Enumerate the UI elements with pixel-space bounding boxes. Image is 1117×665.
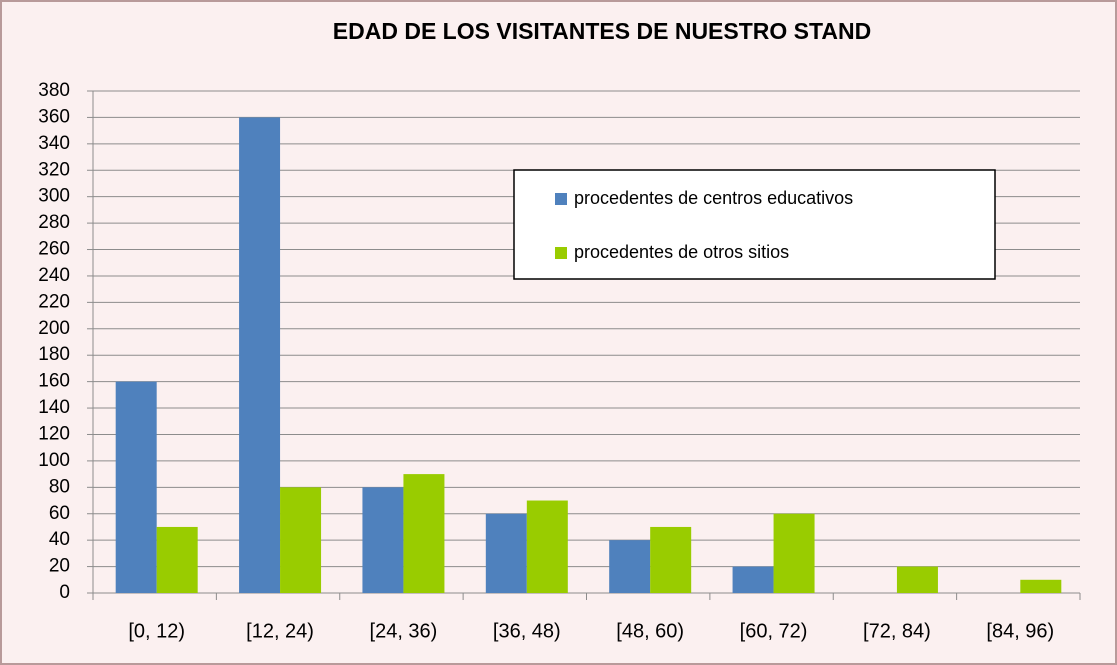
y-tick-label: 200	[38, 318, 70, 339]
legend	[513, 169, 996, 280]
legend-label: procedentes de otros sitios	[574, 242, 789, 262]
bar	[403, 474, 445, 593]
bar	[526, 500, 568, 593]
x-tick-label: [72, 84)	[863, 620, 931, 642]
bar	[773, 513, 815, 593]
x-tick-label: [84, 96)	[986, 620, 1054, 642]
y-tick-label: 0	[59, 582, 70, 603]
bar	[239, 117, 281, 593]
y-tick-label: 120	[38, 423, 70, 444]
x-tick-label: [12, 24)	[246, 620, 314, 642]
y-tick-label: 380	[38, 80, 70, 101]
y-tick-label: 240	[38, 265, 70, 286]
x-tick-label: [24, 36)	[370, 620, 438, 642]
y-tick-label: 180	[38, 344, 70, 365]
x-tick-label: [0, 12)	[128, 620, 185, 642]
x-tick-label: [60, 72)	[740, 620, 808, 642]
y-tick-label: 360	[38, 106, 70, 127]
bar	[732, 566, 774, 593]
chart-title: EDAD DE LOS VISITANTES DE NUESTRO STAND	[333, 18, 871, 44]
y-tick-label: 320	[38, 159, 70, 180]
y-tick-label: 300	[38, 186, 70, 207]
y-tick-label: 40	[49, 529, 70, 550]
y-tick-label: 60	[49, 503, 70, 524]
bar	[609, 540, 651, 593]
bar	[115, 381, 157, 593]
y-tick-label: 20	[49, 556, 70, 577]
bar	[280, 487, 322, 593]
y-tick-label: 80	[49, 476, 70, 497]
x-tick-label: [36, 48)	[493, 620, 561, 642]
legend-swatch	[555, 247, 567, 259]
y-tick-label: 340	[38, 133, 70, 154]
bar	[485, 513, 527, 593]
y-tick-label: 140	[38, 397, 70, 418]
y-tick-label: 280	[38, 212, 70, 233]
bar	[1020, 579, 1062, 593]
y-tick-label: 160	[38, 371, 70, 392]
bar	[896, 566, 938, 593]
bar	[362, 487, 404, 593]
legend-swatch	[555, 193, 567, 205]
bar	[650, 526, 692, 593]
y-tick-label: 220	[38, 291, 70, 312]
bar	[156, 526, 198, 593]
legend-label: procedentes de centros educativos	[574, 188, 853, 208]
y-tick-label: 260	[38, 239, 70, 260]
x-tick-label: [48, 60)	[616, 620, 684, 642]
y-tick-label: 100	[38, 450, 70, 471]
